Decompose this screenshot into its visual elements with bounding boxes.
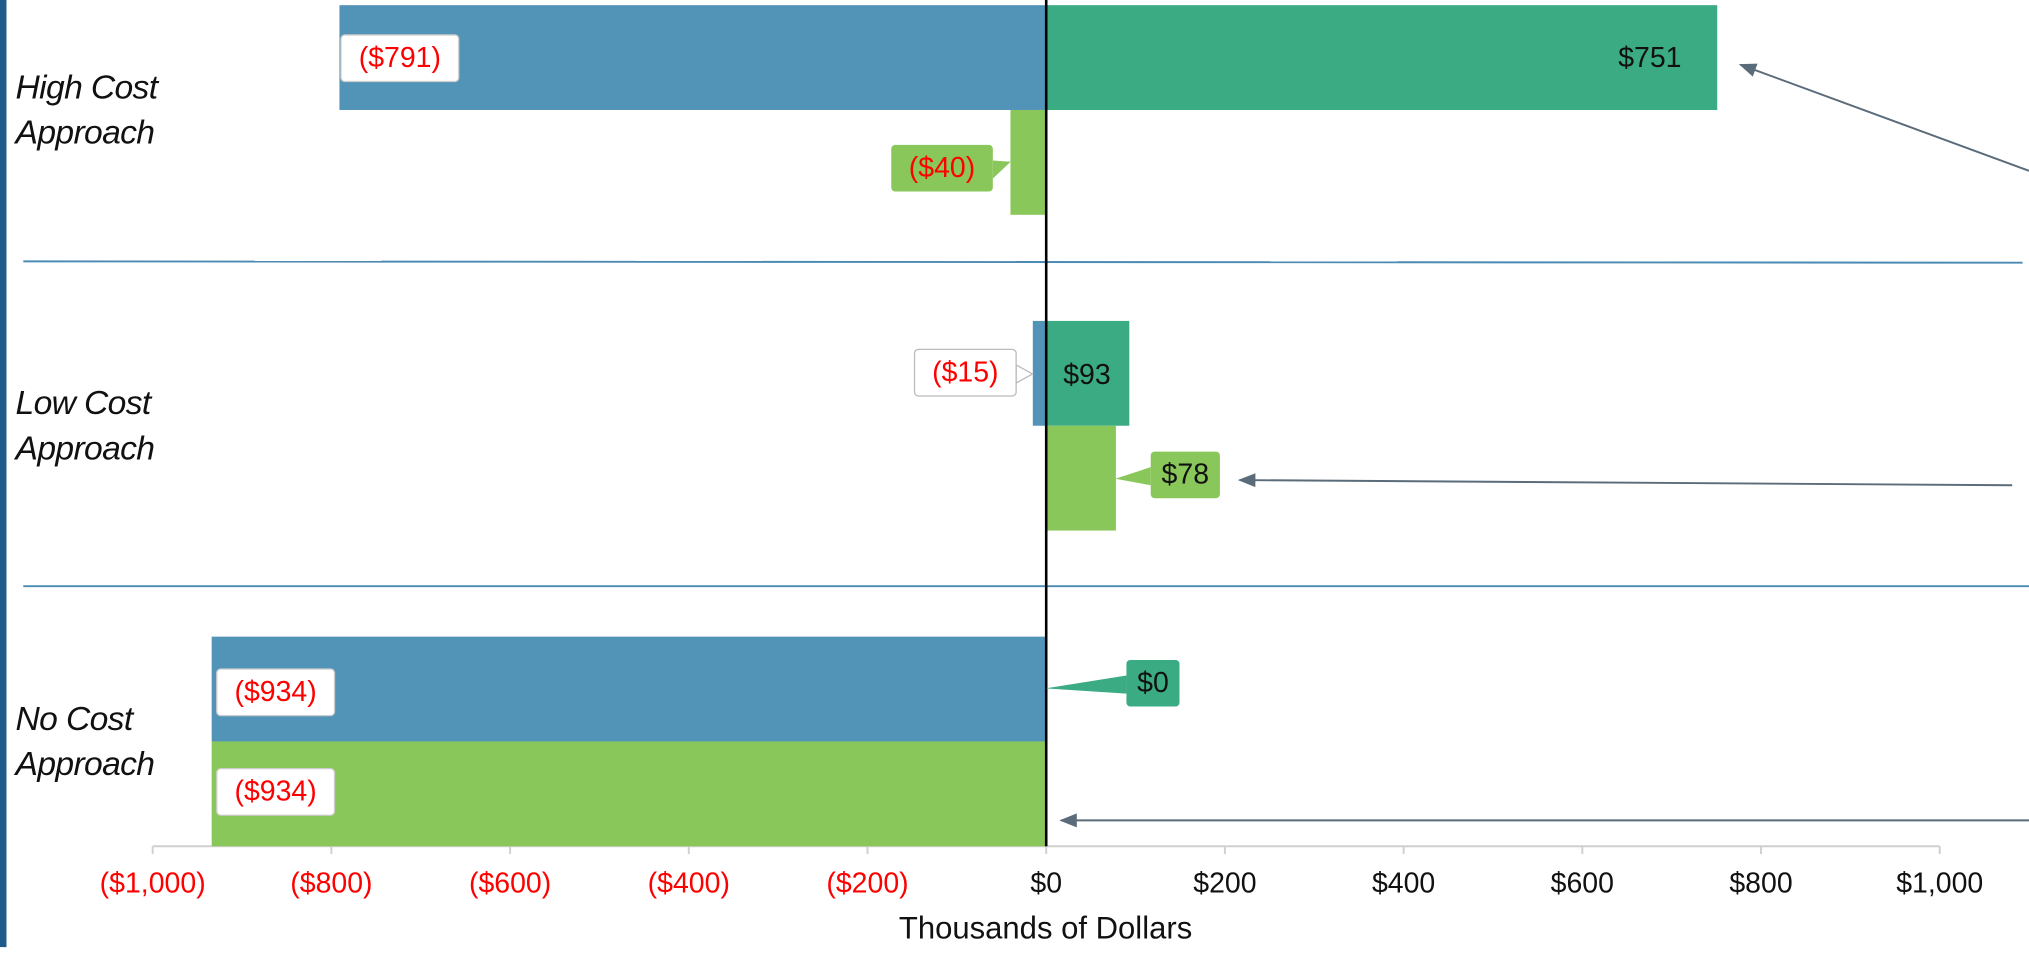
x-tick-label: $400 (1372, 868, 1435, 900)
callout-pointer (1045, 675, 1127, 694)
label-box (891, 144, 993, 192)
value-label: $78 (1162, 459, 1209, 491)
bar (1046, 5, 1718, 110)
x-tick-label: $200 (1193, 868, 1256, 900)
x-tick-label: ($800) (290, 868, 372, 900)
bar (1046, 320, 1130, 426)
x-tick-label: ($200) (826, 868, 908, 900)
bar (1032, 320, 1047, 426)
value-label: $93 (1063, 359, 1110, 391)
value-label: ($934) (234, 676, 316, 708)
left-strip (0, 0, 7, 948)
category-label: No Cost Approach (15, 698, 156, 783)
label-box (216, 767, 336, 816)
bar (1046, 425, 1116, 531)
label-box (1126, 659, 1180, 707)
annotation-arrow (1237, 473, 2013, 488)
value-label: $0 (1137, 667, 1169, 699)
category-label: Low Cost Approach (15, 383, 156, 468)
annotation-arrow (1738, 63, 2029, 172)
x-tick-label: ($1,000) (100, 868, 206, 900)
x-tick-label: $600 (1551, 868, 1614, 900)
value-label: ($934) (234, 776, 316, 808)
value-label: ($791) (359, 42, 441, 74)
bar (211, 636, 1047, 742)
label-box (340, 34, 460, 83)
x-tick-label: $800 (1729, 868, 1792, 900)
callout-pointer (992, 160, 1011, 179)
separator (23, 260, 2023, 264)
label-box (1150, 451, 1220, 499)
x-axis-label: Thousands of Dollars (899, 911, 1192, 946)
callout-pointer (1115, 467, 1151, 486)
x-tick-label: $1,000 (1896, 868, 1983, 900)
callout-pointer (1015, 363, 1034, 385)
x-tick-label: ($600) (469, 868, 551, 900)
x-tick-label: ($400) (648, 868, 730, 900)
value-label: $751 (1618, 42, 1681, 74)
bar (1010, 109, 1047, 215)
x-tick-label: $0 (1030, 868, 1062, 900)
value-label: ($40) (909, 152, 975, 184)
label-box (216, 668, 336, 717)
value-label: ($15) (932, 356, 998, 388)
category-label: High Cost Approach (15, 67, 159, 152)
bar (211, 741, 1047, 847)
label-box (913, 348, 1017, 397)
